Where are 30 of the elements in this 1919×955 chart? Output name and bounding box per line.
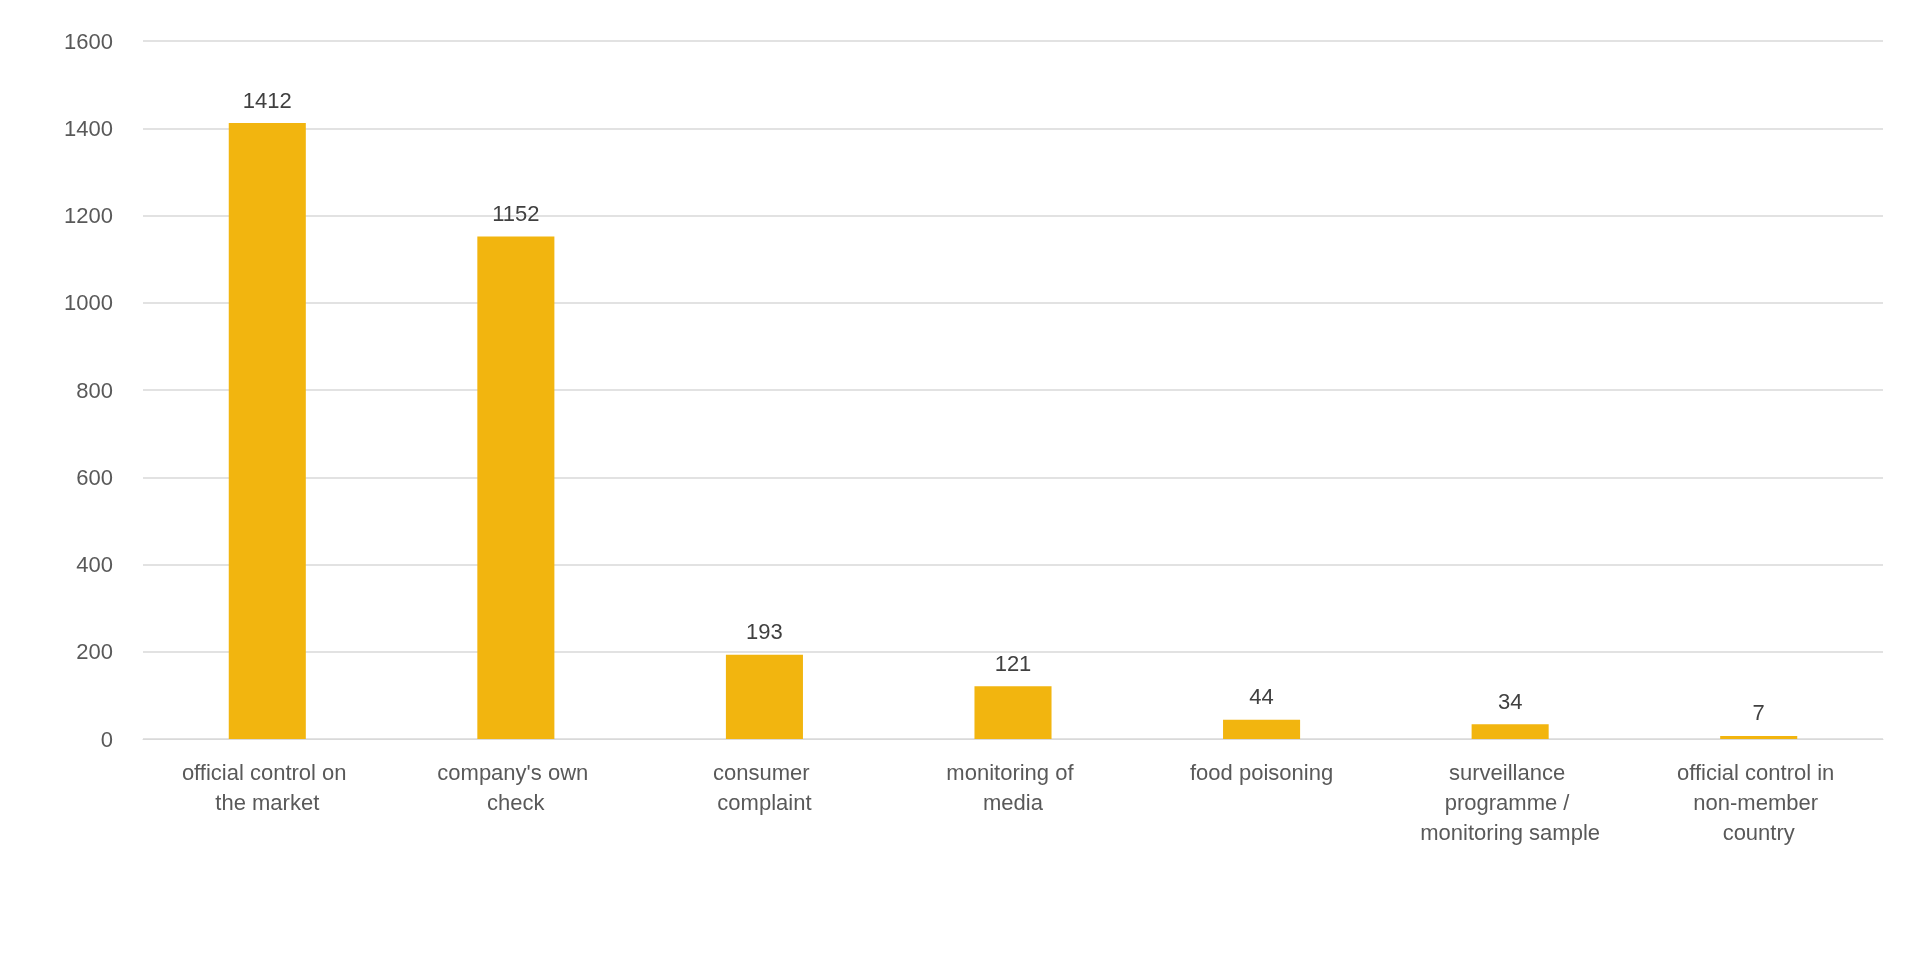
bar <box>1471 724 1549 739</box>
data-label: 121 <box>994 650 1032 676</box>
data-label: 7 <box>1752 700 1765 726</box>
x-tick-label: company's own check <box>437 759 595 815</box>
y-tick-label: 1400 <box>64 115 113 141</box>
y-tick-label: 200 <box>76 639 113 665</box>
y-tick-label: 1600 <box>64 28 113 54</box>
x-tick-label: consumer complaint <box>713 759 816 815</box>
bar <box>228 123 306 739</box>
y-tick-label: 1000 <box>64 290 113 316</box>
bar <box>974 686 1052 739</box>
data-label: 1412 <box>242 87 292 113</box>
bar <box>1223 719 1301 739</box>
x-tick-label: monitoring of media <box>946 759 1080 815</box>
data-label: 193 <box>746 619 783 645</box>
x-tick-label: food poisoning <box>1190 759 1334 785</box>
y-tick-label: 400 <box>76 552 113 577</box>
data-label: 1152 <box>492 200 540 226</box>
y-tick-label: 600 <box>76 464 113 490</box>
data-label: 34 <box>1497 688 1523 714</box>
bar <box>1720 735 1798 739</box>
x-tick-label: surveillance programme / monitoring sample <box>1420 759 1601 845</box>
x-tick-label: official control in non-member country <box>1676 759 1841 845</box>
y-tick-label: 1200 <box>64 203 113 228</box>
y-tick-label: 0 <box>100 726 113 752</box>
data-label: 44 <box>1249 684 1274 710</box>
bar <box>725 654 803 739</box>
x-tick-label: official control on the market <box>181 759 353 815</box>
bar <box>477 236 555 739</box>
y-tick-label: 800 <box>76 377 113 403</box>
